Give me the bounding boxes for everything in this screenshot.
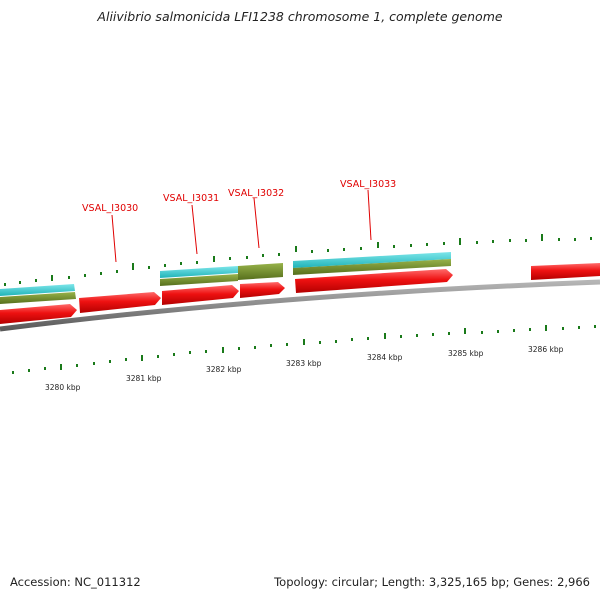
scale-label-3280: 3280 kbp xyxy=(45,383,81,392)
genome-summary-text: Topology: circular; Length: 3,325,165 bp… xyxy=(274,575,590,589)
gene-arrow[interactable] xyxy=(295,269,453,293)
scale-label-3286: 3286 kbp xyxy=(528,345,564,354)
scale-label-3285: 3285 kbp xyxy=(448,349,484,358)
scale-label-3284: 3284 kbp xyxy=(367,353,403,362)
gene-arrow[interactable] xyxy=(0,304,77,324)
gene-arrow[interactable] xyxy=(240,282,285,298)
gene-label-vsal-i3031[interactable]: VSAL_I3031 xyxy=(163,193,219,204)
cds-feature[interactable] xyxy=(160,266,238,278)
gene-label-vsal-i3030[interactable]: VSAL_I3030 xyxy=(82,203,138,214)
cds-track-teal xyxy=(0,252,451,296)
cds-feature[interactable] xyxy=(238,263,283,280)
scale-label-3283: 3283 kbp xyxy=(286,359,322,368)
scale-label-3281: 3281 kbp xyxy=(126,374,162,383)
cds-feature[interactable] xyxy=(0,284,75,296)
gene-arrow[interactable] xyxy=(531,263,600,280)
gene-arrow[interactable] xyxy=(162,285,239,305)
scale-label-3282: 3282 kbp xyxy=(206,365,242,374)
cds-feature[interactable] xyxy=(293,252,451,268)
chromosome-backbone xyxy=(0,279,600,332)
accession-text: Accession: NC_011312 xyxy=(10,575,141,589)
inner-tick-marks xyxy=(12,325,596,374)
gene-arrow[interactable] xyxy=(79,292,161,313)
outer-tick-marks xyxy=(4,234,592,286)
gene-label-vsal-i3033[interactable]: VSAL_I3033 xyxy=(340,179,396,190)
cds-track-olive xyxy=(0,259,451,304)
cds-feature[interactable] xyxy=(160,274,238,286)
gene-label-vsal-i3032[interactable]: VSAL_I3032 xyxy=(228,188,284,199)
gene-callouts xyxy=(111,189,372,263)
gene-track-red xyxy=(0,263,600,324)
map-title: Aliivibrio salmonicida LFI1238 chromosom… xyxy=(97,9,503,24)
cds-feature[interactable] xyxy=(0,292,76,304)
cds-feature[interactable] xyxy=(293,259,451,275)
